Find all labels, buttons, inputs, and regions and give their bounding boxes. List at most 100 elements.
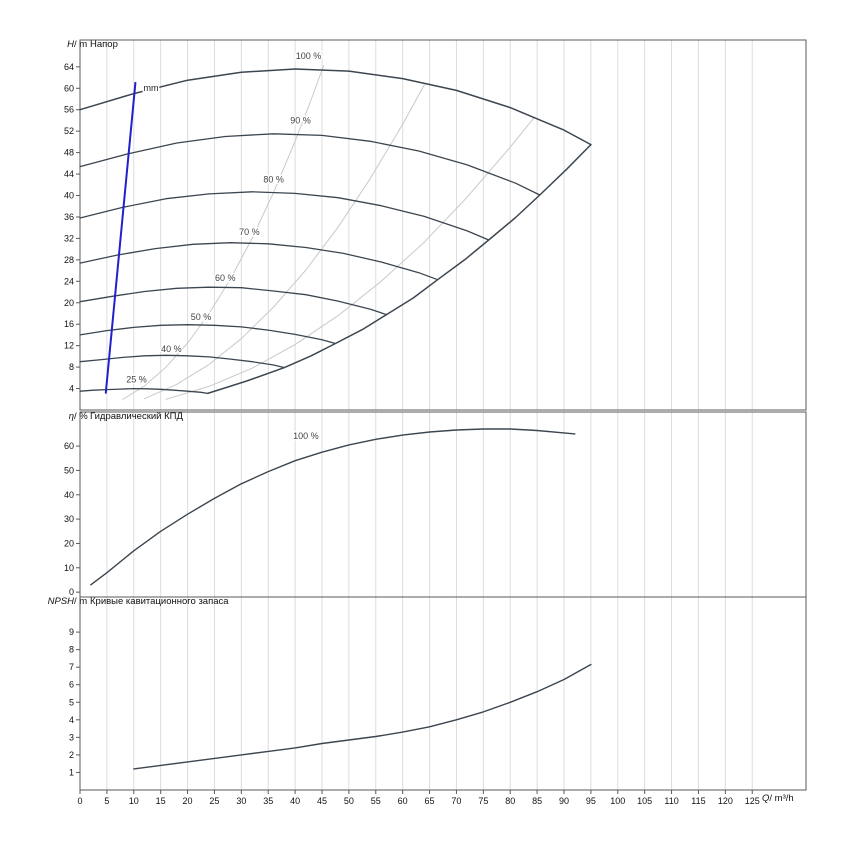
x-tick-label: 5	[104, 796, 109, 806]
x-tick-label: 90	[559, 796, 569, 806]
y-tick-label: 28	[64, 255, 74, 265]
y-tick-label: 36	[64, 212, 74, 222]
y-tick-label: 2	[69, 750, 74, 760]
x-tick-label: 60	[398, 796, 408, 806]
series-impeller-line	[104, 81, 137, 394]
y-tick-label: 3	[69, 732, 74, 742]
x-tick-label: 115	[691, 796, 705, 806]
series-speed-60	[79, 286, 388, 316]
x-tick-label: 105	[637, 796, 652, 806]
curve-label-speed-60: 60 %	[215, 273, 236, 283]
y-tick-label: 32	[64, 233, 74, 243]
y-tick-label: 30	[64, 514, 74, 524]
panel-border-efficiency	[79, 411, 807, 598]
y-tick-label: 9	[69, 627, 74, 637]
x-tick-label: 70	[451, 796, 461, 806]
panel-border-npsh	[79, 596, 807, 791]
efficiency-panel-title: Гидравлический КПД	[90, 411, 183, 422]
head-axis-var: H	[67, 39, 74, 50]
curve-label-speed-100: 100 %	[296, 51, 322, 61]
curve-label-speed-80: 80 %	[263, 175, 284, 185]
x-tick-label: 20	[183, 796, 193, 806]
y-tick-label: 40	[64, 191, 74, 201]
series-npsh-curve	[133, 663, 592, 770]
x-tick-label: 65	[425, 796, 435, 806]
y-tick-label: 5	[69, 697, 74, 707]
series-speed-40	[79, 354, 286, 369]
curve-label-speed-90: 90 %	[290, 116, 311, 126]
x-tick-label: 120	[718, 796, 733, 806]
y-tick-label: 4	[69, 715, 74, 725]
npsh-panel-title: Кривые кавитационного запаса	[90, 596, 229, 607]
curve-label-speed-25: 25 %	[126, 375, 147, 385]
x-tick-label: 100	[610, 796, 625, 806]
panel-npsh: 1 2 3 4 5 6 7 8 9	[69, 596, 807, 791]
y-tick-label: 20	[64, 298, 74, 308]
panel-efficiency: 0 10 20 30 40 50 60 100 %	[64, 411, 807, 598]
y-tick-label: 52	[64, 126, 74, 136]
efficiency-axis-var: η	[68, 411, 74, 422]
x-axis-unit: / m³/h	[769, 793, 794, 804]
x-tick-label: 85	[532, 796, 542, 806]
y-tick-label: 56	[64, 105, 74, 115]
y-tick-label: 60	[64, 83, 74, 93]
head-axis-label: H / m	[0, 39, 87, 50]
x-tick-label: 35	[263, 796, 273, 806]
series-iso-line-2	[144, 84, 425, 400]
series-speed-100	[79, 68, 592, 146]
y-tick-label: 0	[69, 587, 74, 597]
x-tick-label: 80	[505, 796, 515, 806]
x-axis-label: Q / m³/h	[762, 793, 794, 804]
y-tick-label: 24	[64, 276, 74, 286]
y-tick-label: 1	[69, 767, 74, 777]
efficiency-axis-unit: / %	[74, 411, 88, 422]
y-tick-label: 50	[64, 465, 74, 475]
series-speed-50	[79, 324, 337, 345]
y-tick-label: 8	[69, 645, 74, 655]
x-tick-label: 10	[129, 796, 139, 806]
x-tick-label: 0	[77, 796, 82, 806]
efficiency-axis-label: η / %	[0, 411, 88, 422]
series-efficiency-100	[90, 428, 576, 586]
x-tick-label: 95	[586, 796, 596, 806]
series-envelope	[206, 143, 592, 395]
y-tick-label: 8	[69, 362, 74, 372]
x-tick-label: 50	[344, 796, 354, 806]
x-tick-label: 15	[156, 796, 166, 806]
head-axis-unit: / m	[74, 39, 88, 50]
npsh-axis-var: NPSH	[47, 596, 74, 607]
x-tick-label: 45	[317, 796, 327, 806]
curve-label-speed-70: 70 %	[239, 227, 260, 237]
npsh-axis-unit: / m	[74, 596, 88, 607]
y-tick-label: 20	[64, 538, 74, 548]
npsh-axis-label: NPSH / m	[0, 596, 88, 607]
x-tick-label: 30	[236, 796, 246, 806]
curve-label-impeller-line: mm	[143, 83, 158, 93]
y-tick-label: 60	[64, 441, 74, 451]
y-tick-label: 7	[69, 662, 74, 672]
x-tick-label: 75	[478, 796, 488, 806]
series-iso-line-3	[165, 116, 535, 400]
x-axis-var: Q	[762, 793, 770, 804]
y-tick-label: 16	[64, 319, 74, 329]
y-tick-label: 44	[64, 169, 74, 179]
series-speed-80	[79, 191, 490, 241]
panel-border-head	[79, 39, 807, 411]
y-tick-label: 40	[64, 490, 74, 500]
y-tick-label: 10	[64, 563, 74, 573]
y-tick-label: 4	[69, 384, 74, 394]
y-tick-label: 6	[69, 680, 74, 690]
curve-label-efficiency-100: 100 %	[293, 431, 319, 441]
series-iso-line-1	[122, 65, 325, 400]
series-speed-70	[79, 242, 439, 281]
x-tick-label: 110	[664, 796, 678, 806]
curve-label-speed-50: 50 %	[191, 312, 212, 322]
y-tick-label: 64	[64, 62, 74, 72]
x-tick-label: 125	[745, 796, 760, 806]
y-tick-label: 12	[64, 341, 74, 351]
y-tick-label: 48	[64, 148, 74, 158]
x-tick-label: 25	[209, 796, 219, 806]
